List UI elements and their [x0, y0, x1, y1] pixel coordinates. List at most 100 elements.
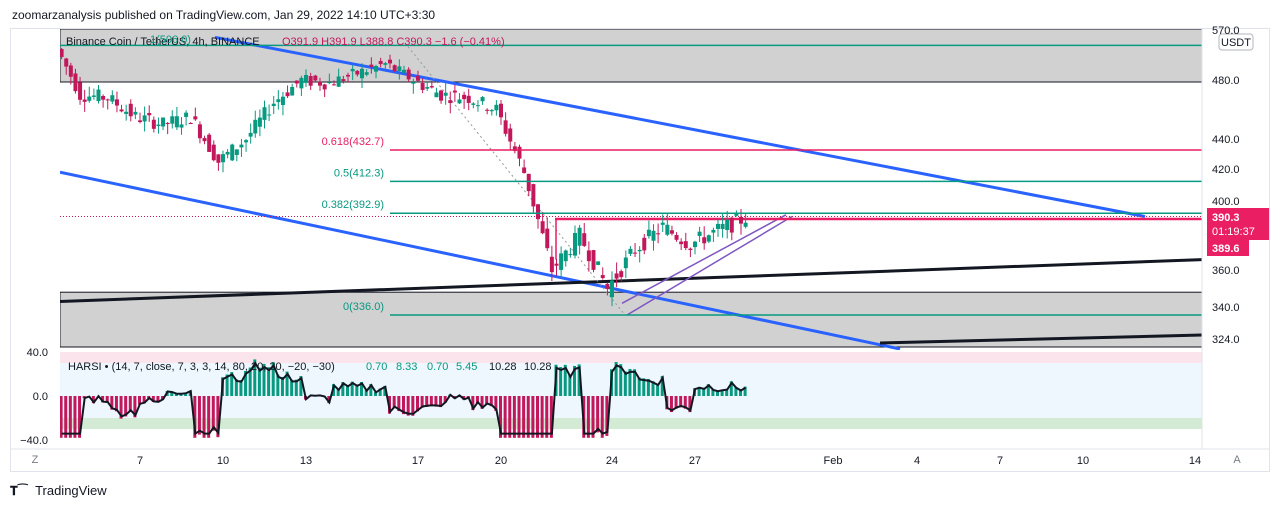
- candle-body: [702, 237, 707, 244]
- ind-bar: [697, 386, 701, 396]
- fib-label-0: 0.618(432.7): [322, 136, 384, 148]
- candle-body: [73, 73, 78, 92]
- ind-bar: [577, 364, 581, 396]
- indicator-value-3: 0.70: [427, 361, 448, 373]
- ind-bar: [536, 396, 539, 438]
- candle-body: [443, 92, 448, 96]
- ind-bar: [101, 396, 105, 403]
- ind-bar: [434, 396, 438, 407]
- candle-body: [110, 95, 115, 102]
- line-price-badge: [1207, 240, 1249, 256]
- current-price-label: 390.3: [1212, 212, 1240, 224]
- time-tick: 7: [997, 455, 1003, 467]
- ind-bar: [211, 396, 215, 431]
- ind-bar: [336, 389, 340, 396]
- ind-bar: [110, 396, 114, 410]
- indicator-value-2: 8.33: [396, 361, 417, 373]
- candle-body: [119, 109, 124, 112]
- candle-body: [549, 256, 554, 273]
- ind-bar: [633, 369, 637, 396]
- candle-body: [78, 82, 83, 100]
- ind-bar: [545, 396, 549, 438]
- candle-body: [257, 117, 262, 127]
- candle-body: [294, 80, 299, 84]
- currency-badge[interactable]: [1218, 33, 1254, 51]
- ind-bar: [78, 396, 82, 438]
- candle-body: [290, 86, 295, 96]
- ind-bar: [285, 371, 289, 396]
- candle-body: [420, 83, 425, 90]
- ind-bar: [397, 396, 401, 412]
- candle-body: [683, 241, 688, 249]
- candle-body: [462, 94, 467, 100]
- ind-bar: [563, 364, 567, 396]
- candle-body: [739, 216, 743, 224]
- footer-brand: TradingView: [35, 483, 107, 498]
- candle-body: [188, 122, 193, 124]
- ind-mid-band: [60, 396, 1202, 418]
- candle-body: [184, 112, 189, 117]
- candle-body: [434, 92, 439, 98]
- price-tick: 440.0: [1212, 134, 1240, 146]
- lower-trendline: [60, 170, 901, 350]
- ind-bar: [364, 390, 368, 396]
- candle-body: [711, 229, 716, 233]
- indicator-legend: HARSI • (14, 7, close, 7, 3, 3, 14, 80, …: [68, 361, 335, 373]
- candle-body: [411, 82, 416, 84]
- ind-bar: [299, 376, 303, 396]
- candle-body: [299, 77, 304, 89]
- candle-body: [582, 233, 587, 246]
- candle-body: [355, 70, 360, 75]
- candle-body: [346, 74, 350, 77]
- auto-scale-button[interactable]: [1228, 450, 1246, 468]
- legend-symbol: Binance Coin / TetherUS, 4h, BINANCE: [66, 36, 260, 48]
- ind-bar: [202, 396, 206, 438]
- candle-body: [674, 235, 679, 240]
- candle-body: [633, 252, 638, 254]
- countdown-label: 01:19:37: [1212, 226, 1255, 238]
- ind-bar: [734, 386, 738, 396]
- candle-body: [397, 66, 402, 71]
- candle-body: [531, 184, 536, 207]
- ind-bar: [725, 388, 729, 396]
- ind-bar: [706, 384, 710, 396]
- ind-bar: [280, 376, 284, 396]
- ind-bar: [128, 396, 132, 412]
- ind-bar: [216, 396, 220, 438]
- candle-body: [591, 250, 596, 270]
- ind-bar: [91, 396, 95, 404]
- candle-body: [248, 132, 253, 137]
- black-support-line: [60, 258, 1202, 303]
- ind-bar: [267, 367, 271, 396]
- candle-body: [610, 280, 614, 298]
- support-zone: [60, 291, 1202, 348]
- ind-bar: [369, 383, 373, 396]
- ind-bar: [60, 396, 63, 438]
- ind-bar: [68, 396, 72, 438]
- ind-bar: [628, 368, 632, 396]
- ind-bar: [688, 396, 692, 413]
- ind-bar: [600, 396, 604, 438]
- chart-frame[interactable]: [10, 28, 1270, 472]
- candle-body: [554, 263, 559, 266]
- candle-body: [276, 99, 281, 103]
- time-tick: 4: [914, 455, 920, 467]
- ind-bar: [225, 374, 229, 396]
- ind-bar: [105, 396, 109, 403]
- zoom-reset-button[interactable]: [26, 450, 44, 468]
- candle-body: [165, 122, 170, 124]
- ind-bar: [720, 389, 724, 396]
- ind-bar: [642, 378, 646, 396]
- candle-body: [161, 117, 166, 127]
- ind-bar: [406, 396, 410, 416]
- candle-body: [267, 114, 272, 116]
- price-tick-top: 570.0: [1212, 25, 1240, 37]
- candle-body: [448, 100, 453, 104]
- ind-bar: [517, 396, 521, 438]
- candle-body: [577, 227, 582, 246]
- candle-body: [285, 92, 290, 97]
- candle-body: [429, 86, 434, 88]
- candle-body: [586, 250, 591, 262]
- price-tick: 340.0: [1212, 302, 1240, 314]
